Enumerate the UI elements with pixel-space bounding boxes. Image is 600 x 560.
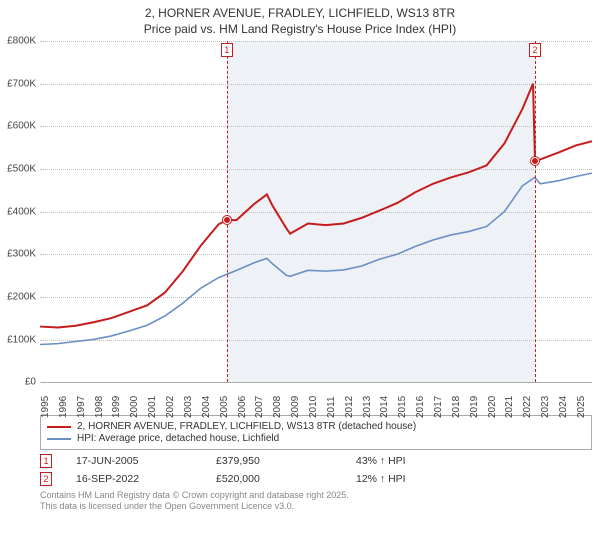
sale-marker-flag: 1 bbox=[221, 43, 233, 57]
x-tick-label: 1996 bbox=[58, 396, 69, 418]
sale-marker-badge: 2 bbox=[40, 472, 52, 486]
x-tick-label: 2021 bbox=[504, 396, 515, 418]
sales-row: 2 16-SEP-2022 £520,000 12% ↑ HPI bbox=[40, 472, 592, 486]
y-tick-label: £800K bbox=[7, 36, 40, 47]
x-tick-label: 1995 bbox=[40, 396, 51, 418]
y-tick-label: £700K bbox=[7, 78, 40, 89]
x-tick-label: 1997 bbox=[76, 396, 87, 418]
legend-swatch bbox=[47, 426, 71, 428]
x-tick-label: 2005 bbox=[219, 396, 230, 418]
x-tick-label: 2004 bbox=[201, 396, 212, 418]
sale-date: 16-SEP-2022 bbox=[76, 473, 216, 485]
y-tick-label: £100K bbox=[7, 334, 40, 345]
sale-marker-line bbox=[535, 41, 536, 382]
sale-marker-flag: 2 bbox=[529, 43, 541, 57]
sales-table: 1 17-JUN-2005 £379,950 43% ↑ HPI 2 16-SE… bbox=[40, 454, 592, 486]
x-tick-label: 2020 bbox=[487, 396, 498, 418]
footer-attribution: Contains HM Land Registry data © Crown c… bbox=[40, 490, 592, 513]
sale-delta: 12% ↑ HPI bbox=[356, 473, 496, 485]
x-tick-label: 2009 bbox=[290, 396, 301, 418]
legend-label: HPI: Average price, detached house, Lich… bbox=[77, 433, 279, 444]
x-tick-label: 2022 bbox=[522, 396, 533, 418]
x-tick-label: 2000 bbox=[129, 396, 140, 418]
chart-area: £0£100K£200K£300K£400K£500K£600K£700K£80… bbox=[40, 41, 592, 411]
title-line-2: Price paid vs. HM Land Registry's House … bbox=[0, 22, 600, 38]
sale-delta: 43% ↑ HPI bbox=[356, 455, 496, 467]
x-tick-label: 2016 bbox=[415, 396, 426, 418]
y-tick-label: £600K bbox=[7, 121, 40, 132]
x-tick-label: 2014 bbox=[379, 396, 390, 418]
sale-dot bbox=[531, 157, 539, 165]
sale-price: £520,000 bbox=[216, 473, 356, 485]
x-axis-labels: 1995199619971998199920002001200220032004… bbox=[40, 383, 592, 411]
legend-item: 2, HORNER AVENUE, FRADLEY, LICHFIELD, WS… bbox=[47, 421, 585, 432]
legend-swatch bbox=[47, 438, 71, 440]
footer-line-1: Contains HM Land Registry data © Crown c… bbox=[40, 490, 592, 501]
x-tick-label: 2003 bbox=[183, 396, 194, 418]
line-layer bbox=[40, 41, 592, 382]
sale-marker-line bbox=[227, 41, 228, 382]
x-tick-label: 2025 bbox=[576, 396, 587, 418]
x-tick-label: 2007 bbox=[254, 396, 265, 418]
series-hpi bbox=[40, 173, 592, 344]
x-tick-label: 2015 bbox=[397, 396, 408, 418]
x-tick-label: 2001 bbox=[147, 396, 158, 418]
x-tick-label: 2006 bbox=[237, 396, 248, 418]
x-tick-label: 2012 bbox=[344, 396, 355, 418]
x-tick-label: 2002 bbox=[165, 396, 176, 418]
x-tick-label: 2018 bbox=[451, 396, 462, 418]
y-tick-label: £500K bbox=[7, 164, 40, 175]
sale-dot bbox=[223, 216, 231, 224]
legend: 2, HORNER AVENUE, FRADLEY, LICHFIELD, WS… bbox=[40, 415, 592, 450]
sale-marker-badge: 1 bbox=[40, 454, 52, 468]
legend-label: 2, HORNER AVENUE, FRADLEY, LICHFIELD, WS… bbox=[77, 421, 416, 432]
y-tick-label: £300K bbox=[7, 249, 40, 260]
footer-line-2: This data is licensed under the Open Gov… bbox=[40, 501, 592, 512]
y-tick-label: £0 bbox=[25, 377, 40, 388]
legend-item: HPI: Average price, detached house, Lich… bbox=[47, 433, 585, 444]
y-tick-label: £400K bbox=[7, 206, 40, 217]
x-tick-label: 2011 bbox=[326, 397, 337, 419]
sale-price: £379,950 bbox=[216, 455, 356, 467]
x-tick-label: 2024 bbox=[558, 396, 569, 418]
sales-row: 1 17-JUN-2005 £379,950 43% ↑ HPI bbox=[40, 454, 592, 468]
y-gridline bbox=[40, 382, 592, 383]
x-tick-label: 2019 bbox=[469, 396, 480, 418]
y-tick-label: £200K bbox=[7, 291, 40, 302]
x-tick-label: 2008 bbox=[272, 396, 283, 418]
x-tick-label: 2010 bbox=[308, 396, 319, 418]
x-tick-label: 2023 bbox=[540, 396, 551, 418]
x-tick-label: 2013 bbox=[362, 396, 373, 418]
chart-title: 2, HORNER AVENUE, FRADLEY, LICHFIELD, WS… bbox=[0, 0, 600, 41]
x-tick-label: 2017 bbox=[433, 396, 444, 418]
title-line-1: 2, HORNER AVENUE, FRADLEY, LICHFIELD, WS… bbox=[0, 6, 600, 22]
sale-date: 17-JUN-2005 bbox=[76, 455, 216, 467]
plot-region: £0£100K£200K£300K£400K£500K£600K£700K£80… bbox=[40, 41, 592, 383]
x-tick-label: 1998 bbox=[94, 396, 105, 418]
x-tick-label: 1999 bbox=[111, 396, 122, 418]
